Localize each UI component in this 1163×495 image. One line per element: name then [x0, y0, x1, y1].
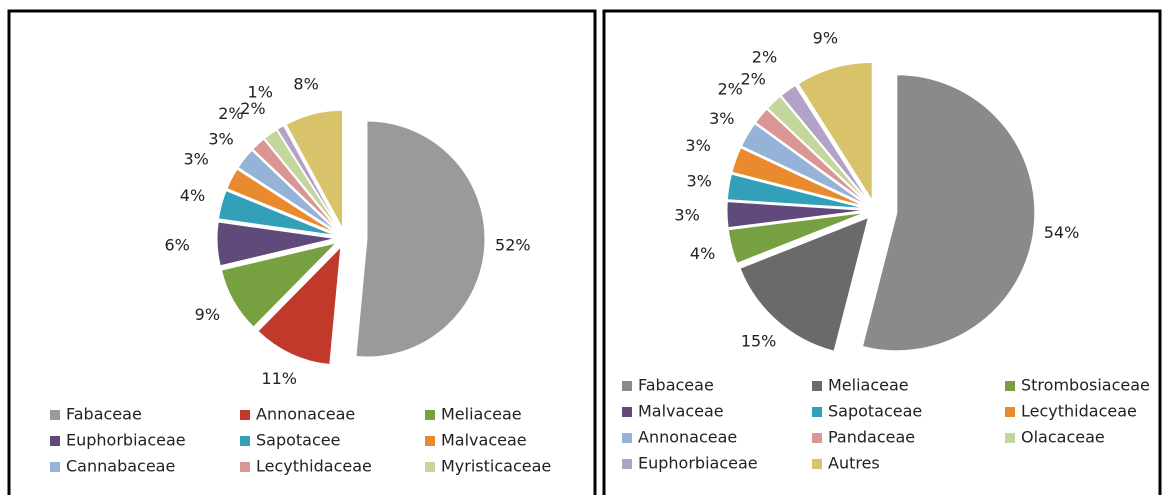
pie-slice [237, 149, 338, 233]
pie-slice [731, 147, 866, 208]
data-label: 8% [293, 74, 318, 93]
legend-swatch [622, 433, 632, 443]
data-label: 4% [690, 244, 715, 263]
pie-slice [726, 201, 866, 229]
legend-label: Olacaceae [1021, 428, 1105, 447]
legend-swatch [50, 462, 60, 472]
legend-label: Strombosiaceae [1021, 376, 1150, 395]
data-label: 4% [180, 186, 205, 205]
data-label: 2% [240, 99, 265, 118]
legend-swatch [622, 459, 632, 469]
legend-swatch [812, 433, 822, 443]
pie-slice [727, 211, 866, 264]
legend-swatch [622, 407, 632, 417]
legend-swatch [240, 436, 250, 446]
legend-label: Sapotacee [256, 431, 340, 450]
data-label: 11% [261, 369, 297, 388]
legend-swatch [240, 410, 250, 420]
data-label: 52% [495, 235, 531, 254]
pie-slice [780, 84, 870, 203]
legend-swatch [1005, 433, 1015, 443]
pie-slice [726, 173, 866, 209]
legend-swatch [812, 459, 822, 469]
pie-slice [216, 221, 336, 267]
data-label: 9% [195, 305, 220, 324]
pie-slice [226, 168, 337, 234]
legend-swatch [812, 407, 822, 417]
legend-label: Fabaceae [638, 376, 714, 395]
legend-swatch [425, 436, 435, 446]
data-label: 3% [674, 205, 699, 224]
legend-label: Sapotaceae [828, 402, 922, 421]
pie-slice [263, 129, 340, 231]
legend-swatch [50, 436, 60, 446]
pie-slice [220, 242, 338, 328]
data-label: 3% [685, 136, 710, 155]
legend-swatch [425, 462, 435, 472]
legend-label: Annonaceae [638, 428, 737, 447]
data-label: 3% [208, 130, 233, 149]
legend-label: Lecythidaceae [256, 457, 372, 476]
pie-slice [739, 216, 870, 352]
data-label: 2% [752, 47, 777, 66]
legend-label: Autres [828, 454, 880, 473]
data-label: 3% [709, 109, 734, 128]
legend-swatch [1005, 381, 1015, 391]
pie-slice [276, 125, 341, 230]
legend-swatch [50, 410, 60, 420]
data-label: 3% [686, 172, 711, 191]
data-label: 2% [740, 70, 765, 89]
panel-border [602, 9, 1162, 495]
panel-border [7, 9, 597, 495]
legend-swatch [425, 410, 435, 420]
pie-slice [754, 108, 868, 205]
legend-label: Cannabaceae [66, 457, 175, 476]
legend-label: Meliaceae [441, 405, 522, 424]
data-label: 9% [813, 29, 838, 48]
legend-label: Euphorbiaceae [638, 454, 758, 473]
legend-swatch [812, 381, 822, 391]
legend-label: Malvaceae [441, 431, 527, 450]
data-label: 3% [183, 150, 208, 169]
legend-label: Malvaceae [638, 402, 724, 421]
pie-slice [797, 61, 873, 203]
legend-swatch [240, 462, 250, 472]
legend-swatch [622, 381, 632, 391]
data-label: 1% [248, 82, 273, 101]
legend-label: Fabaceae [66, 405, 142, 424]
pie-slice [217, 190, 336, 236]
data-label: 2% [717, 80, 742, 99]
legend-label: Meliaceae [828, 376, 909, 395]
pie-slice [355, 120, 486, 358]
legend-label: Myristicaceae [441, 457, 551, 476]
data-label: 54% [1044, 223, 1080, 242]
data-label: 2% [218, 104, 243, 123]
data-label: 6% [164, 235, 189, 254]
pie-slice [257, 245, 342, 366]
legend-label: Pandaceae [828, 428, 915, 447]
legend-swatch [1005, 407, 1015, 417]
pie-slice [740, 123, 867, 206]
pie-slice [861, 74, 1036, 352]
pie-slice [252, 138, 339, 232]
data-label: 15% [741, 332, 777, 351]
legend-label: Annonaceae [256, 405, 355, 424]
legend-label: Euphorbiaceae [66, 431, 186, 450]
pie-slice [766, 95, 869, 204]
legend-label: Lecythidaceae [1021, 402, 1137, 421]
pie-slice [285, 109, 344, 229]
